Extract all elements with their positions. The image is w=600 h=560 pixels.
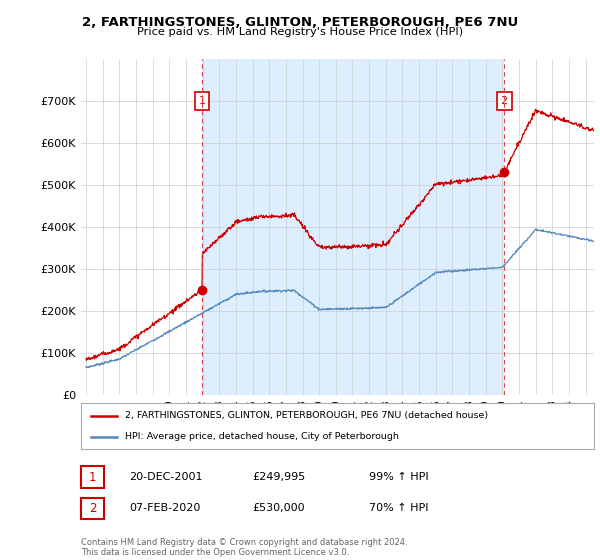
Text: 2, FARTHINGSTONES, GLINTON, PETERBOROUGH, PE6 7NU: 2, FARTHINGSTONES, GLINTON, PETERBOROUGH…	[82, 16, 518, 29]
Bar	[202, 59, 504, 395]
Text: HPI: Average price, detached house, City of Peterborough: HPI: Average price, detached house, City…	[125, 432, 398, 441]
Text: £530,000: £530,000	[252, 503, 305, 514]
Text: 99% ↑ HPI: 99% ↑ HPI	[369, 472, 428, 482]
Text: 70% ↑ HPI: 70% ↑ HPI	[369, 503, 428, 514]
Text: 20-DEC-2001: 20-DEC-2001	[129, 472, 203, 482]
Text: Contains HM Land Registry data © Crown copyright and database right 2024.
This d: Contains HM Land Registry data © Crown c…	[81, 538, 407, 557]
Text: 2, FARTHINGSTONES, GLINTON, PETERBOROUGH, PE6 7NU (detached house): 2, FARTHINGSTONES, GLINTON, PETERBOROUGH…	[125, 411, 488, 420]
Text: Price paid vs. HM Land Registry's House Price Index (HPI): Price paid vs. HM Land Registry's House …	[137, 27, 463, 37]
Text: £249,995: £249,995	[252, 472, 305, 482]
Text: 2: 2	[89, 502, 96, 515]
Text: 1: 1	[199, 96, 206, 106]
Text: 2: 2	[500, 96, 508, 106]
Text: 1: 1	[89, 470, 96, 484]
Text: 07-FEB-2020: 07-FEB-2020	[129, 503, 200, 514]
